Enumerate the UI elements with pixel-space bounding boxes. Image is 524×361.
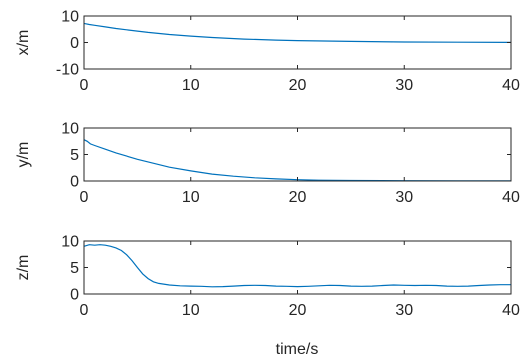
- x-tick-label: 40: [502, 189, 520, 206]
- y-tick-label: 0: [70, 174, 79, 191]
- x-tick-label: 10: [182, 189, 200, 206]
- x-tick-label: 40: [502, 302, 520, 319]
- y-tick-label: 10: [61, 121, 79, 138]
- y-tick-label: 10: [61, 234, 79, 251]
- x-tick-label: 40: [502, 77, 520, 94]
- y-tick-label: 10: [61, 9, 79, 26]
- x-tick-label: 0: [80, 77, 89, 94]
- x-tick-label: 10: [182, 302, 200, 319]
- x-axis-label: time/s: [276, 341, 319, 358]
- x-tick-label: 0: [80, 302, 89, 319]
- y-tick-label: 5: [70, 147, 79, 164]
- x-tick-label: 30: [395, 189, 413, 206]
- series-line-3-1: [83, 244, 511, 288]
- y-axis-label: x/m: [15, 30, 32, 56]
- x-tick-label: 0: [80, 189, 89, 206]
- x-tick-label: 30: [395, 302, 413, 319]
- subplot-3: 0 10 20 30 40 0 5 10 z/m: [15, 234, 520, 320]
- y-axis-label: z/m: [15, 255, 32, 281]
- series-line-1-1: [83, 22, 512, 43]
- y-tick-label: 0: [70, 287, 79, 304]
- y-tick-label: 0: [70, 35, 79, 52]
- y-tick-label: -10: [56, 62, 79, 79]
- x-tick-label: 10: [182, 77, 200, 94]
- series-line-2-1: [83, 139, 512, 182]
- x-tick-label: 20: [289, 302, 307, 319]
- x-tick-label: 30: [395, 77, 413, 94]
- y-axis-label: y/m: [15, 142, 32, 168]
- axes-box: [83, 127, 512, 182]
- x-tick-label: 20: [289, 77, 307, 94]
- x-tick-label: 20: [289, 189, 307, 206]
- subplot-2: 0 10 20 30 40 0 5 10 y/m: [15, 121, 520, 207]
- y-tick-label: 5: [70, 260, 79, 277]
